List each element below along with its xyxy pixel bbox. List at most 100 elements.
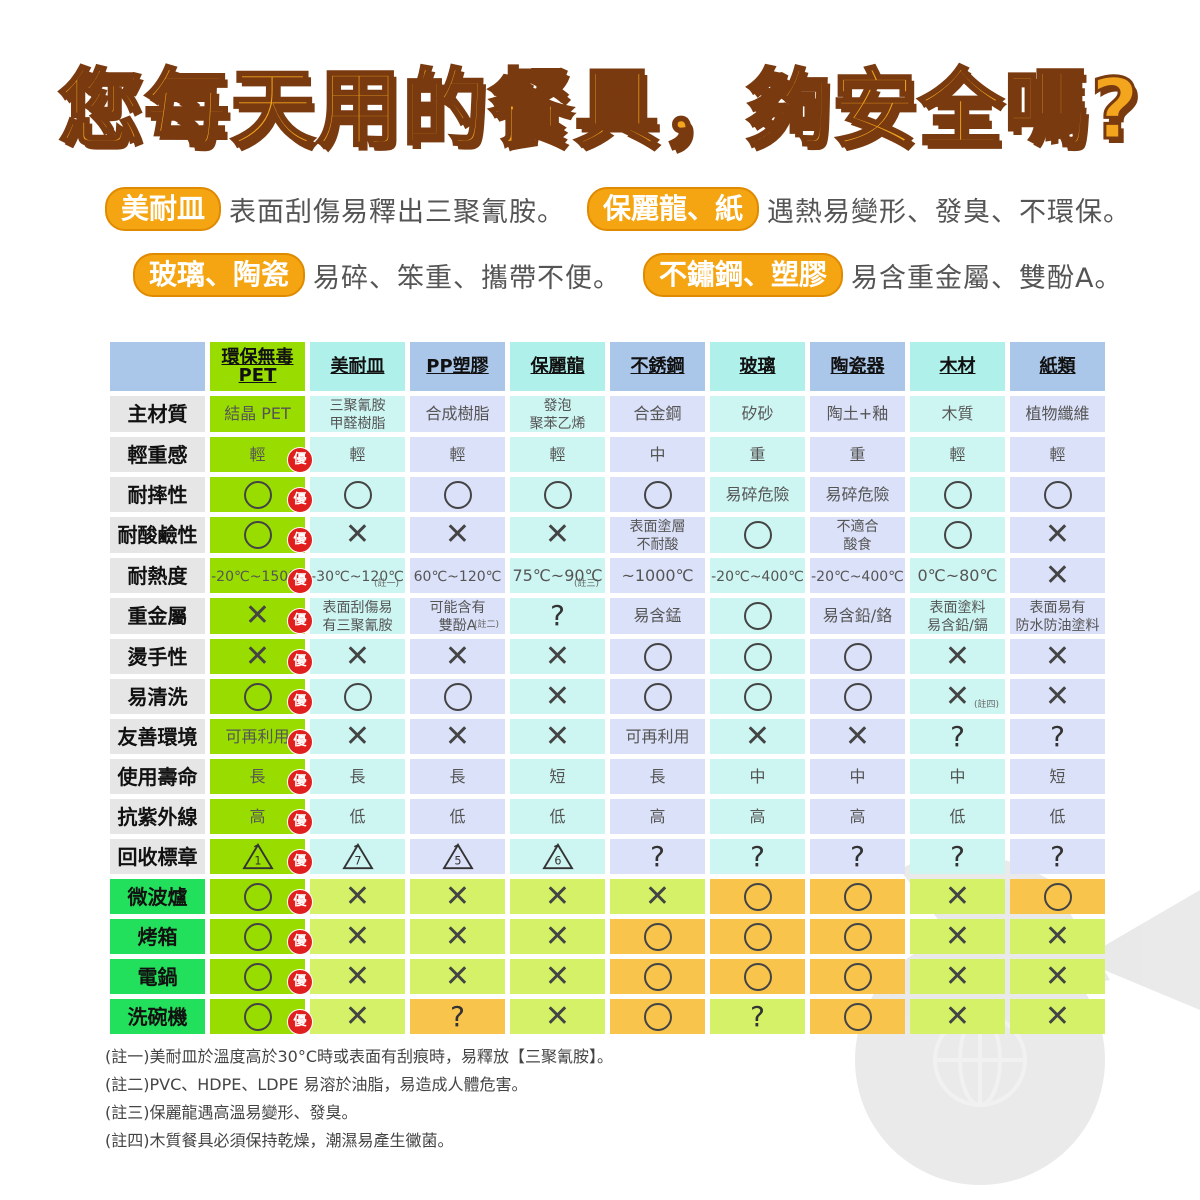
table-cell: 長: [410, 759, 505, 794]
recycle-icon: 7: [341, 842, 374, 869]
cell-text: 高: [749, 806, 766, 826]
table-cell: 發泡 聚苯乙烯: [510, 396, 605, 432]
table-cell: [810, 879, 905, 914]
table-cell: ✕: [510, 517, 605, 553]
table-row: 洗碗機 優 ✕? ✕? ✕ ✕: [110, 998, 1105, 1035]
table-cell: ✕: [910, 959, 1005, 994]
table-cell: ?: [710, 839, 805, 874]
row-label: 耐酸鹼性: [110, 517, 205, 553]
cell-text: ?: [1050, 719, 1065, 753]
table-cell: 優: [210, 919, 313, 955]
table-cell: ✕: [310, 959, 405, 994]
cross-icon: ✕: [344, 958, 371, 994]
table-cell: 三聚氰胺 甲醛樹脂: [310, 396, 405, 432]
cross-icon: ✕: [1044, 557, 1071, 593]
table-cell: ?: [1010, 839, 1105, 874]
cell-text: ?: [850, 839, 865, 873]
cross-icon: ✕: [1044, 638, 1071, 674]
table-cell: 低: [310, 799, 405, 834]
table-cell: [310, 477, 405, 512]
best-badge-icon: 優: [287, 929, 313, 955]
circle-icon: [843, 882, 872, 911]
table-cell: 植物纖維: [1010, 396, 1105, 432]
cross-icon: ✕: [544, 998, 571, 1034]
cell-text: -20℃~400℃: [711, 568, 804, 585]
row-label: 燙手性: [110, 639, 205, 674]
table-cell: 合成樹脂: [410, 396, 505, 432]
cell-text: 高: [649, 806, 666, 826]
cell-text: ~1000℃: [621, 565, 694, 585]
cell-text: 輕: [1049, 444, 1066, 464]
cell-text: ?: [650, 839, 665, 873]
cell-text: 輕: [549, 444, 566, 464]
cross-icon: ✕: [344, 878, 371, 914]
table-cell: 優: [210, 999, 313, 1035]
column-header-8: 紙類: [1010, 342, 1105, 391]
table-cell: ✕: [610, 879, 705, 914]
table-cell: ✕: [310, 517, 405, 553]
table-cell: 不適合 酸食: [810, 517, 905, 553]
row-label: 使用壽命: [110, 759, 205, 794]
table-cell: ✕: [510, 959, 605, 994]
table-cell: [510, 477, 605, 512]
table-cell: [710, 879, 805, 914]
column-header-5: 玻璃: [710, 342, 805, 391]
recycle-icon: 1: [241, 842, 274, 869]
cell-text: ?: [950, 839, 965, 873]
cell-text: 結晶 PET: [224, 404, 291, 423]
table-cell: 60℃~120℃: [410, 558, 505, 593]
table-cell: 陶土+釉: [810, 396, 905, 432]
table-cell: 長: [610, 759, 705, 794]
cell-text: 長: [649, 766, 666, 786]
table-cell: 表面塗層 不耐酸: [610, 517, 705, 553]
table-cell: ?: [1010, 719, 1105, 754]
column-header-0: 環保無毒 PET: [210, 342, 305, 391]
cell-text: 合成樹脂: [425, 404, 490, 423]
cell-text: 木質: [941, 404, 974, 423]
cell-footnote-ref: (註二): [473, 620, 499, 630]
table-cell: 高: [710, 799, 805, 834]
table-cell: 高: [610, 799, 705, 834]
table-cell: ✕: [910, 879, 1005, 914]
cell-text: 重: [749, 444, 766, 464]
cell-text: ?: [550, 599, 565, 632]
cell-text: 中: [649, 444, 666, 464]
cell-text: 60℃~120℃: [413, 568, 502, 585]
table-cell: 表面易有 防水防油塗料: [1010, 598, 1105, 634]
circle-icon: [1043, 480, 1072, 509]
table-row: 友善環境 可再利用優 ✕ ✕ ✕ 可再利用 ✕ ✕??: [110, 718, 1105, 755]
table-cell: 長: [310, 759, 405, 794]
table-cell: 5: [410, 839, 505, 874]
cell-text: 中: [849, 766, 866, 786]
table-cell: ✕: [410, 879, 505, 914]
circle-icon: [643, 922, 672, 951]
cell-text: 輕: [449, 444, 466, 464]
table-cell: ✕: [910, 639, 1005, 674]
circle-icon: [643, 1002, 672, 1031]
table-cell: ✕: [310, 879, 405, 914]
column-header-7: 木材: [910, 342, 1005, 391]
table-cell: ~1000℃: [610, 558, 705, 593]
desc-glass-ceramic: 易碎、笨重、攜帶不便。: [313, 262, 622, 294]
cell-text: 表面塗料 易含鉛/鎘: [927, 600, 988, 634]
cell-text: 矽砂: [741, 404, 774, 423]
table-cell: 輕: [1010, 437, 1105, 472]
circle-icon: [743, 521, 772, 549]
table-cell: ✕: [1010, 517, 1105, 553]
table-cell: 中: [910, 759, 1005, 794]
cell-text: 中: [749, 766, 766, 786]
cross-icon: ✕: [244, 638, 271, 674]
cross-icon: ✕: [944, 638, 971, 674]
table-row: 耐熱度 -20℃~150℃ 優 -30℃~120℃ (註一) 60℃~120℃ 75℃~90…: [110, 557, 1105, 594]
cross-icon: ✕: [544, 718, 571, 754]
table-cell: 輕: [510, 437, 605, 472]
row-label: 友善環境: [110, 719, 205, 754]
table-cell: 中: [710, 759, 805, 794]
table-cell: ?: [910, 719, 1005, 754]
table-cell: ✕: [510, 879, 605, 914]
table-cell: 75℃~90℃ (註三): [510, 558, 605, 593]
table-cell: ✕ 優: [210, 638, 313, 675]
circle-icon: [843, 642, 872, 671]
table-cell: [910, 517, 1005, 553]
